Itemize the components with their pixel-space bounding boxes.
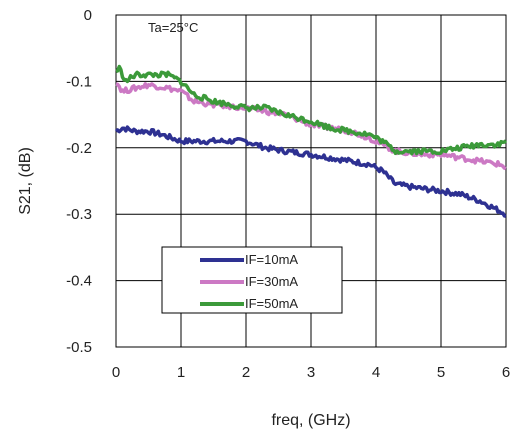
y-tick-label: -0.3: [66, 206, 92, 223]
x-tick-label: 3: [307, 364, 315, 381]
x-tick-label: 5: [437, 364, 445, 381]
y-tick-label: -0.2: [66, 140, 92, 157]
temperature-annotation: Ta=25°C: [148, 20, 198, 35]
legend-label-if50: IF=50mA: [245, 296, 298, 311]
x-tick-label: 0: [112, 364, 120, 381]
x-tick-label: 1: [177, 364, 185, 381]
legend-label-if30: IF=30mA: [245, 274, 298, 289]
x-tick-label: 4: [372, 364, 380, 381]
ticks: 0 1 2 3 4 5 6 0 -0.1 -0.2 -0.3 -0.4 -0.5: [66, 7, 510, 381]
y-axis-title: S21, (dB): [17, 147, 34, 215]
series-line-if-10ma: [114, 125, 507, 218]
x-axis-title: freq, (GHz): [271, 412, 350, 429]
legend-label-if10: IF=10mA: [245, 252, 298, 267]
series-line-if-50ma: [115, 64, 508, 156]
series-layer: [114, 64, 508, 218]
x-tick-label: 6: [502, 364, 510, 381]
legend-box: [161, 246, 343, 314]
y-tick-label: 0: [84, 7, 92, 24]
series-line-if-30ma: [115, 82, 507, 171]
y-tick-label: -0.1: [66, 73, 92, 90]
y-tick-label: -0.4: [66, 273, 92, 290]
y-tick-label: -0.5: [66, 339, 92, 356]
x-tick-label: 2: [242, 364, 250, 381]
legend: IF=10mA IF=30mA IF=50mA: [161, 246, 343, 314]
